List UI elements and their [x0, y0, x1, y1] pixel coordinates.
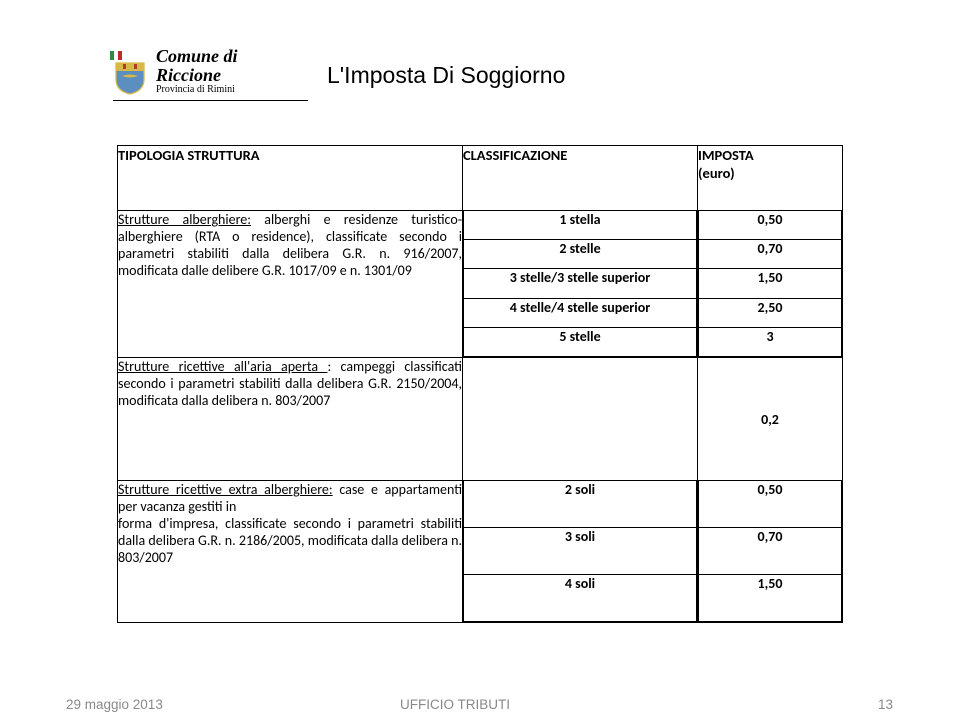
footer-page-number: 13: [878, 697, 893, 712]
header-imposta-line1: IMPOSTA: [698, 146, 754, 164]
logo-text: Comune di Riccione Provincia di Rimini: [156, 47, 305, 95]
classif-label: 1 stella: [464, 211, 697, 240]
imposta-value: 1,50: [699, 575, 842, 622]
desc-extra-title: Strutture ricettive extra alberghiere:: [118, 481, 333, 498]
header-tipologia: TIPOLOGIA STRUTTURA: [118, 146, 463, 211]
header-classificazione: CLASSIFICAZIONE: [463, 146, 698, 211]
classif-label: 5 stelle: [464, 327, 697, 356]
imposta-value: 0,50: [699, 211, 842, 240]
classif-label: 3 soli: [464, 528, 697, 575]
footer-date: 29 maggio 2013: [66, 697, 163, 712]
imposta-value: 0,70: [699, 240, 842, 269]
tariff-table: TIPOLOGIA STRUTTURA CLASSIFICAZIONE IMPO…: [117, 145, 842, 623]
classif-label: 2 stelle: [464, 240, 697, 269]
classif-label: 4 stelle/4 stelle superior: [464, 298, 697, 327]
imposta-value: 0,70: [699, 528, 842, 575]
crest-icon: [110, 49, 150, 95]
classif-extra: 2 soli 3 soli 4 soli: [463, 481, 698, 623]
imposta-value: 2,50: [699, 298, 842, 327]
desc-alberghiere-title: Strutture alberghiere:: [118, 211, 251, 228]
table-row: Strutture alberghiere: alberghi e reside…: [118, 211, 843, 358]
imposta-extra: 0,50 0,70 1,50: [698, 481, 843, 623]
provincia-name: Provincia di Rimini: [156, 85, 305, 96]
table-row: Strutture ricettive extra alberghiere: c…: [118, 481, 843, 623]
imposta-alberghiere: 0,50 0,70 1,50 2,50 3: [698, 211, 843, 358]
imposta-value: 3: [699, 327, 842, 356]
imposta-value: 1,50: [699, 269, 842, 298]
imposta-aria-aperta: 0,2: [698, 358, 843, 481]
page-title: L'Imposta Di Soggiorno: [327, 62, 565, 89]
table-header-row: TIPOLOGIA STRUTTURA CLASSIFICAZIONE IMPO…: [118, 146, 843, 211]
classif-label: 3 stelle/3 stelle superior: [464, 269, 697, 298]
classif-aria-aperta-empty: [463, 358, 698, 481]
comune-name: Comune di Riccione: [156, 47, 305, 85]
logo-underline: [113, 100, 308, 101]
header-imposta-line2: (euro): [698, 164, 735, 182]
imposta-value: 0,50: [699, 481, 842, 528]
desc-extra: Strutture ricettive extra alberghiere: c…: [118, 481, 463, 623]
header-imposta: IMPOSTA (euro): [698, 146, 843, 211]
table-row: Strutture ricettive all'aria aperta : ca…: [118, 358, 843, 481]
logo-area: Comune di Riccione Provincia di Rimini: [110, 44, 305, 99]
classif-label: 4 soli: [464, 575, 697, 622]
desc-aria-aperta: Strutture ricettive all'aria aperta : ca…: [118, 358, 463, 481]
desc-aria-aperta-title: Strutture ricettive all'aria aperta: [118, 358, 327, 375]
classif-label: 2 soli: [464, 481, 697, 528]
footer-office: UFFICIO TRIBUTI: [400, 697, 510, 712]
classif-alberghiere: 1 stella 2 stelle 3 stelle/3 stelle supe…: [463, 211, 698, 358]
page: Comune di Riccione Provincia di Rimini L…: [0, 0, 959, 717]
desc-alberghiere: Strutture alberghiere: alberghi e reside…: [118, 211, 463, 358]
